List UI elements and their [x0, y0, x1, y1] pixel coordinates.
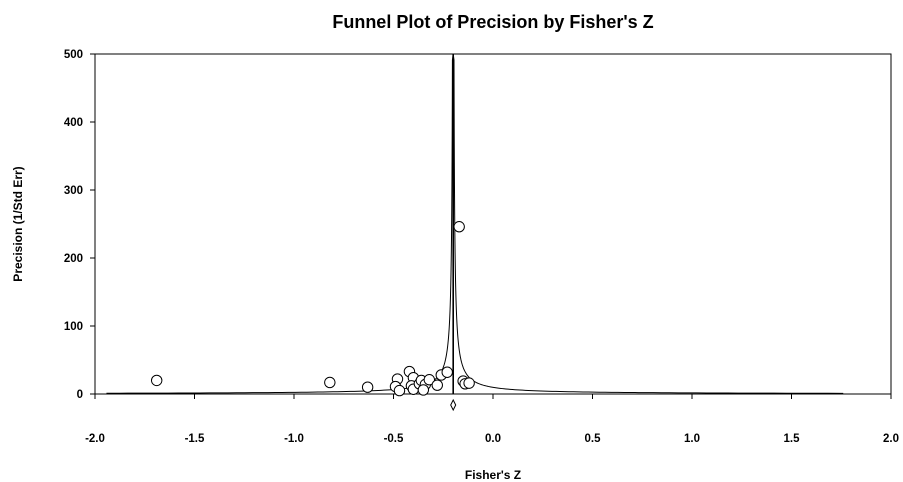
data-point [361, 381, 374, 393]
data-point [453, 221, 465, 233]
plot-area-frame [94, 53, 892, 395]
funnel-left-boundary [106, 53, 454, 394]
data-point [150, 374, 163, 387]
summary-diamond-shape [450, 398, 457, 412]
funnel-lines [106, 53, 844, 394]
data-point [393, 384, 406, 397]
x-tick-label: 0.0 [485, 433, 501, 445]
y-tick-label: 400 [64, 117, 83, 129]
x-tick-label: 1.5 [784, 433, 801, 445]
x-tick-label: 1.0 [684, 433, 700, 445]
x-tick-label: -1.5 [185, 433, 205, 445]
y-tick-label: 100 [64, 321, 83, 333]
x-tick-label: 0.5 [585, 433, 602, 445]
x-tick-label: -0.5 [384, 433, 404, 445]
y-tick-label: 500 [64, 49, 83, 61]
funnel-right-boundary [452, 53, 844, 394]
summary-diamond [450, 398, 457, 412]
data-point [463, 377, 475, 389]
y-tick-label: 200 [64, 253, 83, 265]
y-axis-label: Precision (1/Std Err) [11, 166, 25, 281]
y-tick-label: 300 [64, 185, 83, 197]
data-point [441, 366, 453, 378]
data-point [431, 379, 443, 391]
x-tick-label: 2.0 [883, 433, 899, 445]
data-point [324, 376, 336, 389]
data-point [423, 374, 436, 386]
y-axis-ticks: 0 100 200 300 400 500 [64, 49, 95, 401]
x-tick-label: -1.0 [284, 433, 304, 445]
data-points [150, 221, 475, 397]
x-axis-ticks: -2.0 -1.5 -1.0 -0.5 0.0 0.5 1.0 1.5 2.0 [85, 394, 899, 445]
data-point [417, 384, 430, 396]
chart-title: Funnel Plot of Precision by Fisher's Z [332, 12, 653, 32]
x-axis-label: Fisher's Z [465, 468, 521, 482]
x-tick-label: -2.0 [85, 433, 105, 445]
y-tick-label: 0 [77, 389, 83, 401]
